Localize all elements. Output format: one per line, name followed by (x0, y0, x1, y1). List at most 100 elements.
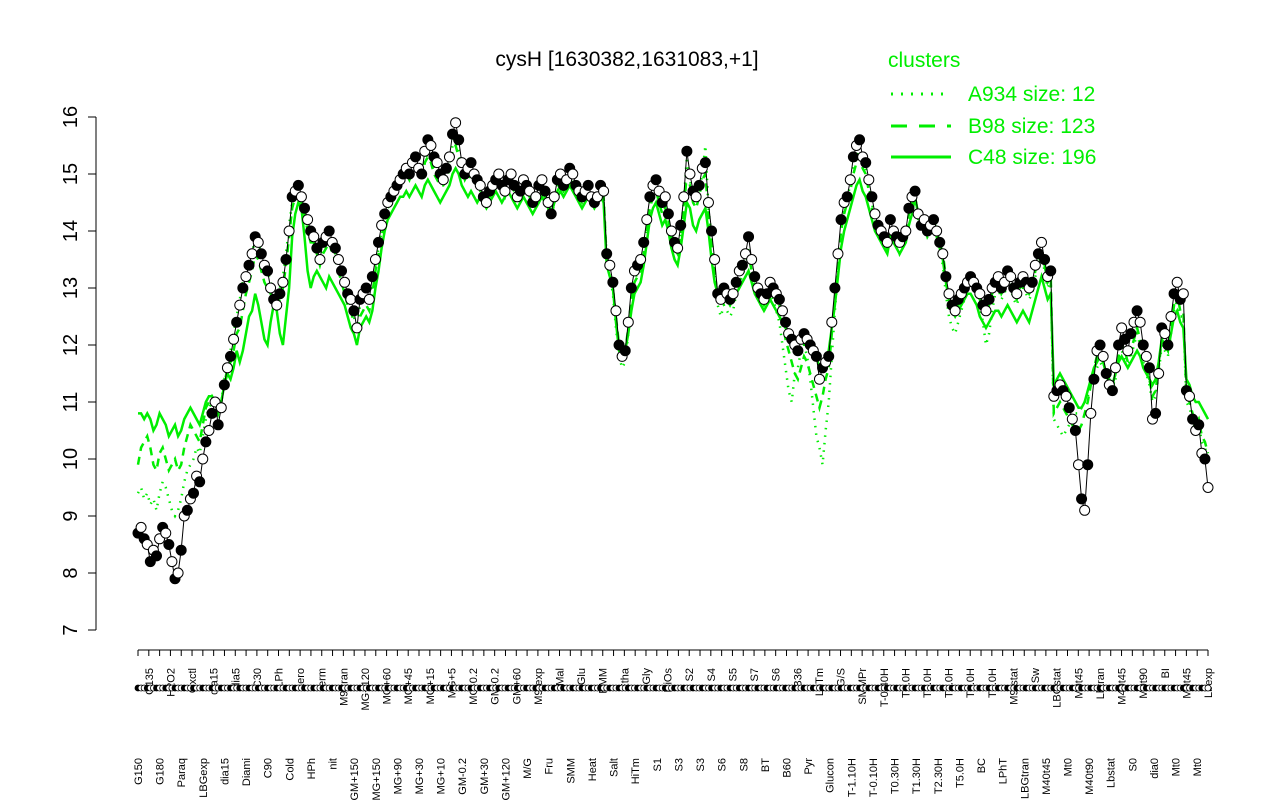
data-point (706, 225, 718, 237)
x-tick-label: Pyr (803, 758, 815, 775)
data-point (681, 145, 693, 157)
data-point (884, 214, 896, 226)
x-tick-label: S1 (652, 758, 664, 771)
y-tick-label: 15 (60, 163, 82, 185)
y-tick-label: 14 (60, 220, 82, 242)
data-point (709, 254, 721, 265)
data-point (625, 282, 637, 294)
x-tick-label: dia15 (219, 758, 231, 785)
data-point (231, 316, 243, 328)
x-tick-label: T2.30H (933, 758, 945, 794)
data-point (218, 379, 230, 391)
data-point (265, 282, 277, 294)
data-point (1202, 482, 1214, 493)
data-point (650, 174, 662, 186)
data-point (829, 282, 841, 294)
data-point (369, 254, 381, 265)
data-point (780, 316, 792, 328)
data-point (302, 214, 314, 226)
x-tick-label: MG+5 (446, 668, 458, 698)
x-tick-label: Lbexp (1203, 668, 1215, 698)
data-point (854, 134, 866, 146)
data-point (197, 453, 209, 465)
data-point (909, 185, 921, 197)
data-point (194, 476, 206, 488)
x-tick-label: BT (760, 758, 772, 772)
data-point (1159, 328, 1171, 340)
data-point (308, 231, 320, 243)
data-point (869, 208, 881, 220)
x-tick-label: LoTm (814, 668, 826, 696)
data-point (619, 345, 631, 357)
data-point (863, 174, 875, 186)
data-point (1063, 402, 1075, 414)
x-tick-label: M0t90 (1138, 668, 1150, 699)
data-point (539, 185, 551, 197)
x-tick-label: Gly (641, 668, 653, 685)
x-tick-label: M/G (522, 758, 534, 779)
data-point (835, 214, 847, 226)
data-point (160, 527, 172, 539)
data-point (1035, 236, 1047, 248)
x-tick-label: Paraq (176, 758, 188, 787)
x-tick-label: S4 (706, 668, 718, 681)
data-point (903, 202, 915, 214)
data-point (1026, 276, 1038, 288)
x-tick-label: M0t45 (1181, 668, 1193, 699)
data-point (1116, 322, 1128, 334)
x-tick-label: B36 (792, 668, 804, 688)
legend-label-a934: A934 size: 12 (968, 83, 1095, 106)
x-tick-label: HPh (306, 758, 318, 779)
x-tick-label: LPh (274, 668, 286, 688)
chart-title: cysH [1630382,1631083,+1] (495, 48, 758, 71)
data-point (215, 402, 227, 414)
sample-marker (1204, 684, 1212, 692)
x-tick-label: BC (976, 758, 988, 773)
data-point (810, 350, 822, 362)
data-point (416, 168, 428, 180)
data-point (206, 407, 218, 419)
x-tick-label: S2 (684, 668, 696, 681)
data-point (453, 134, 465, 146)
x-tick-label: T1.30H (911, 758, 923, 794)
x-tick-label: M40t90 (1084, 758, 1096, 795)
data-point (847, 151, 859, 163)
x-tick-label: Fru (544, 758, 556, 775)
data-point (379, 208, 391, 220)
x-tick-label: C90 (263, 758, 275, 778)
data-point (200, 436, 212, 448)
x-tick-label: Heat (587, 758, 599, 781)
data-point (1143, 362, 1155, 374)
data-point (813, 373, 825, 385)
data-point (736, 259, 748, 271)
x-tick-label: S3 (673, 758, 685, 771)
points-layer (132, 117, 1214, 585)
x-tick-label: T1.0H (922, 668, 934, 698)
x-tick-label: LBGtran (1019, 758, 1031, 799)
data-point (693, 179, 705, 191)
data-point (295, 191, 307, 203)
data-point (292, 179, 304, 191)
x-tick-label: S5 (727, 668, 739, 681)
data-point (662, 208, 674, 220)
data-point (1134, 316, 1146, 328)
data-point (493, 168, 505, 180)
data-point (931, 225, 943, 237)
data-point (450, 117, 462, 129)
data-point (1100, 368, 1112, 379)
x-tick-label: GM-0.2 (457, 758, 469, 795)
x-tick-label: M0t45 (1073, 668, 1085, 699)
series-line-cluster-C48 (138, 165, 1210, 440)
x-tick-label: Mt0 (1062, 758, 1074, 776)
data-point (1082, 459, 1094, 471)
data-point (844, 174, 856, 186)
x-tick-label: GM+120 (500, 758, 512, 800)
y-tick-label: 8 (60, 567, 82, 578)
x-tick-label: G180 (155, 758, 167, 785)
x-tick-label: Salt (609, 758, 621, 777)
legend-title: clusters (888, 49, 960, 72)
data-point (730, 276, 742, 288)
x-tick-label: Lbstat (1106, 758, 1118, 788)
x-tick-label: T4.0H (987, 668, 999, 698)
